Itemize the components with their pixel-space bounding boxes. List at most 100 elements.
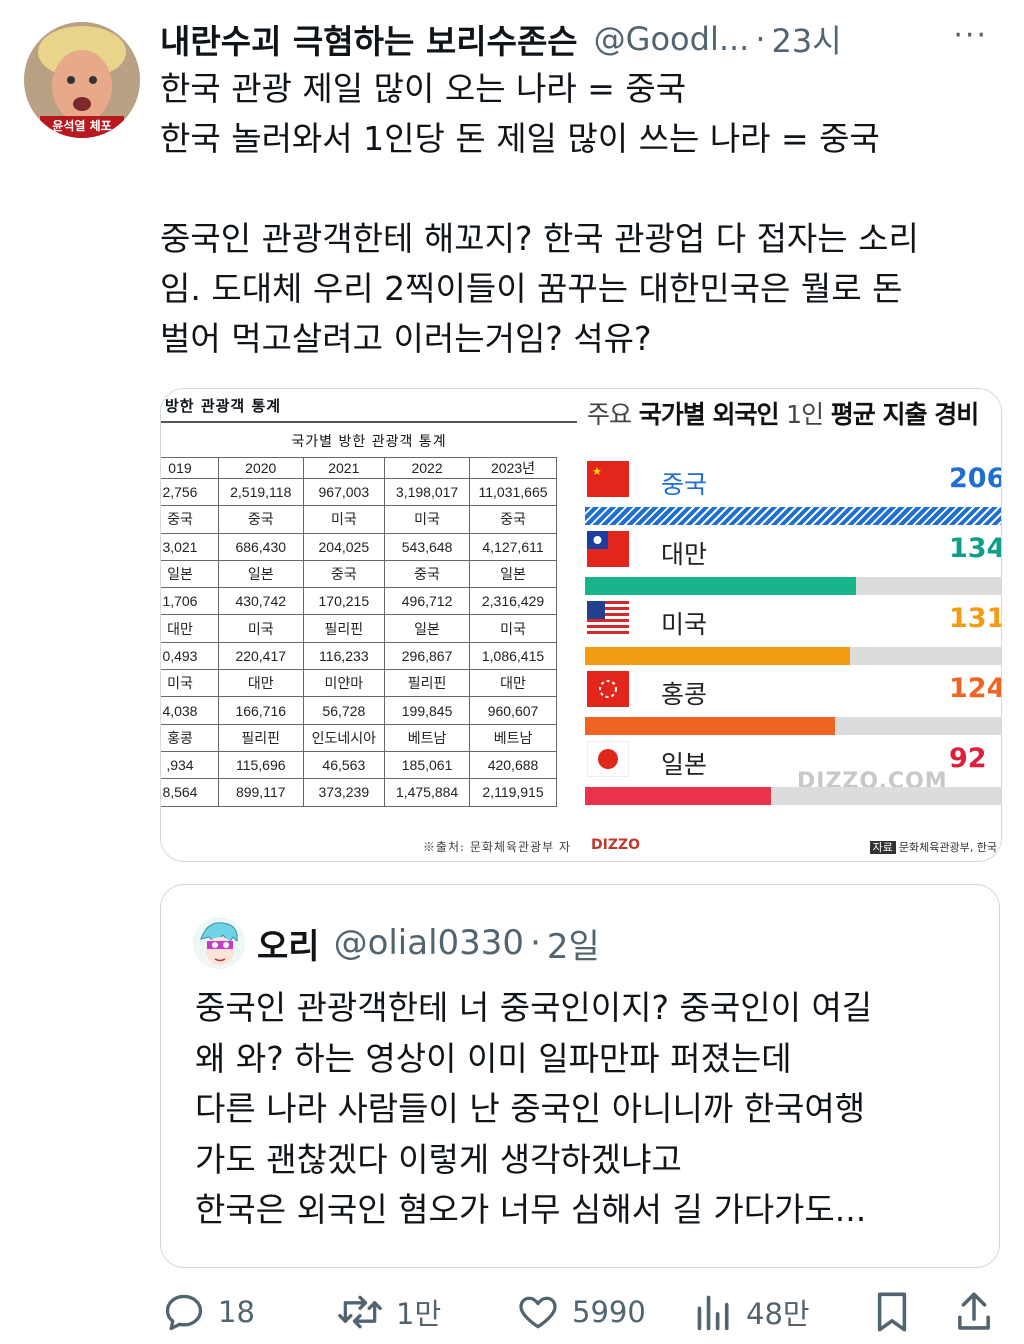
author-display-name[interactable]: 내란수괴 극혐하는 보리수존슨: [160, 22, 578, 61]
chart-row: 미국 131: [585, 601, 1001, 671]
table-cell: 199,845: [384, 696, 471, 725]
tweet-line-gap: [160, 164, 1010, 214]
table-title-rule: [161, 421, 577, 423]
table-cell: 296,867: [384, 641, 471, 671]
chart-row: 홍콩 124: [585, 671, 1001, 741]
table-row: 0,493 220,417 116,233 296,867 1,086,415: [161, 641, 557, 671]
tweet-media[interactable]: 방한 관광객 통계 국가별 방한 관광객 통계 019 2020 2021 2022 2…: [160, 388, 1002, 862]
author-handle[interactable]: @Goodl...: [593, 20, 750, 58]
view-count: 48만: [746, 1297, 810, 1331]
table-cell: 8,564: [161, 778, 219, 807]
table-cell: 미국: [161, 669, 219, 698]
chart-title-end: 평균 지출 경비: [830, 400, 979, 429]
quoted-tweet[interactable]: 오리 @olial0330 · 2일 중국인 관광객한테 너 중국인이지? 중국…: [160, 884, 1000, 1268]
table-cell: 2023년: [469, 457, 557, 479]
chart-bar-track: [585, 577, 1001, 595]
tweet-line: 한국 관광 제일 많이 오는 나라 = 중국: [160, 69, 687, 108]
chart-category-label: 홍콩: [661, 680, 708, 709]
table-cell: 미국: [469, 614, 557, 643]
table-cell: 필리핀: [217, 723, 304, 752]
tweet-line: 벌어 먹고살려고 이러는거임? 석유?: [160, 319, 652, 358]
table-row: 8,564 899,117 373,239 1,475,884 2,119,915: [161, 778, 557, 807]
like-button[interactable]: 5990: [516, 1284, 646, 1340]
table-cell: 4,038: [161, 696, 219, 725]
table-cell: 1,475,884: [384, 778, 471, 807]
retweet-icon: [338, 1295, 382, 1329]
quoted-header-separator: ·: [530, 923, 541, 963]
chart-bar-track: [585, 787, 1001, 805]
table-cell: 3,198,017: [384, 477, 471, 507]
dizzo-logo: DIZZO: [591, 837, 641, 853]
quoted-line: 다른 나라 사람들이 난 중국인 아니니까 한국여행: [195, 1089, 866, 1128]
chart-category-label: 미국: [661, 610, 708, 639]
table-cell: 대만: [469, 669, 557, 698]
table-cell: 116,233: [302, 641, 386, 671]
quoted-author-avatar[interactable]: [193, 917, 245, 969]
chart-value-label: 206: [949, 463, 1001, 494]
more-options-icon[interactable]: ···: [953, 18, 988, 53]
table-cell: 204,025: [302, 532, 386, 561]
table-cell: 4,127,611: [469, 532, 557, 561]
table-row: 2,756 2,519,118 967,003 3,198,017 11,031,665: [161, 477, 557, 507]
chart-category-label: 대만: [661, 540, 708, 569]
table-cell: 필리핀: [384, 669, 471, 698]
table-cell: 2,519,118: [217, 477, 304, 507]
table-cell: 1,086,415: [469, 641, 557, 671]
table-row: 3,021 686,430 204,025 543,648 4,127,611: [161, 532, 557, 561]
chart-bar: [585, 717, 836, 735]
country-flag-icon: [587, 671, 629, 707]
country-flag-icon: [587, 741, 629, 777]
tweet-line: 임. 도대체 우리 2찍이들이 꿈꾸는 대한민국은 뭘로 돈: [160, 269, 903, 308]
table-row: ,934 115,696 46,563 185,061 420,688: [161, 750, 557, 780]
chart-bar-track: [585, 647, 1001, 665]
chart-title-bold: 국가별 외국인: [638, 400, 780, 429]
table-cell: 필리핀: [302, 614, 386, 643]
media-image-chart[interactable]: 주요 국가별 외국인 1인 평균 지출 경비 DIZZO.COM DIZZO 자…: [585, 389, 1001, 861]
chart-value-label: 134: [949, 533, 1001, 564]
bookmark-button[interactable]: [872, 1284, 912, 1340]
tweet-line: 한국 놀러와서 1인당 돈 제일 많이 쓰는 나라 = 중국: [160, 119, 880, 158]
table-title: 방한 관광객 통계: [165, 397, 282, 415]
table-cell: 중국: [384, 559, 471, 589]
author-avatar[interactable]: 윤석열 체포: [24, 22, 140, 138]
retweet-button[interactable]: 1만: [336, 1284, 441, 1340]
chart-row: 일본 92: [585, 741, 1001, 811]
tweet-timestamp[interactable]: 23시: [771, 22, 842, 60]
views-button[interactable]: 48만: [694, 1284, 810, 1340]
chart-category-label: 중국: [661, 470, 708, 499]
table-cell: 베트남: [384, 723, 471, 752]
quoted-line: 중국인 관광객한테 너 중국인이지? 중국인이 여길: [195, 988, 873, 1027]
table-cell: 46,563: [302, 750, 386, 780]
quoted-author-handle[interactable]: @olial0330: [333, 923, 525, 963]
reply-icon: [165, 1294, 203, 1331]
table-cell: 11,031,665: [469, 477, 557, 507]
quoted-line: 가도 괜찮겠다 이렇게 생각하겠냐고: [195, 1139, 682, 1179]
table-row: 대만 미국 필리핀 일본 미국: [161, 614, 557, 643]
share-button[interactable]: [954, 1284, 994, 1340]
chart-bar: [585, 787, 771, 805]
table-cell: 베트남: [469, 723, 557, 752]
table-cell: 중국: [217, 505, 304, 534]
table-subtitle: 국가별 방한 관광객 통계: [291, 434, 447, 450]
chart-value-label: 131: [949, 603, 1001, 634]
quoted-author-name[interactable]: 오리: [257, 926, 320, 967]
quoted-tweet-timestamp[interactable]: 2일: [546, 926, 600, 967]
chart-bar: [585, 507, 1001, 525]
avatar-badge-text: 윤석열 체포: [52, 118, 111, 133]
media-image-table[interactable]: 방한 관광객 통계 국가별 방한 관광객 통계 019 2020 2021 2022 2…: [161, 389, 577, 861]
table-cell: 899,117: [217, 778, 304, 807]
tweet-header: 내란수괴 극혐하는 보리수존슨 @Goodl... · 23시 ···: [160, 14, 1008, 64]
quoted-tweet-header: 오리 @olial0330 · 2일: [257, 919, 600, 967]
chart-category-label: 일본: [661, 750, 708, 779]
table-cell: 185,061: [384, 750, 471, 780]
table-cell: 2,316,429: [469, 587, 557, 616]
table-cell: 인도네시아: [302, 723, 386, 752]
table-cell: 496,712: [384, 587, 471, 616]
table-cell: 56,728: [302, 696, 386, 725]
table-row: 미국 대만 미얀마 필리핀 대만: [161, 669, 557, 698]
header-separator: ·: [755, 20, 766, 58]
table-row: 1,706 430,742 170,215 496,712 2,316,429: [161, 587, 557, 616]
reply-button[interactable]: 18: [162, 1284, 255, 1340]
chart-source: 자료 문화체육관광부, 한국: [869, 839, 997, 855]
table-cell: 중국: [161, 505, 219, 534]
